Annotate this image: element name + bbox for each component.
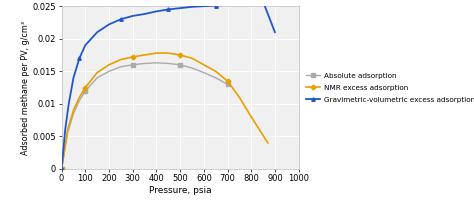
Line: Gravimetric-volumetric excess adsorption: Gravimetric-volumetric excess adsorption [60, 0, 277, 171]
NMR excess adsorption [71, 109, 76, 112]
Absolute adsorption [130, 63, 136, 66]
Gravimetric-volumetric excess adsorption [189, 6, 195, 8]
NMR excess adsorption [201, 63, 207, 66]
NMR excess adsorption [225, 80, 230, 82]
Gravimetric-volumetric excess adsorption [94, 31, 100, 33]
Gravimetric-volumetric excess adsorption [177, 7, 183, 9]
Gravimetric-volumetric excess adsorption [130, 15, 136, 17]
NMR excess adsorption [77, 96, 82, 98]
Gravimetric-volumetric excess adsorption [63, 129, 68, 131]
Gravimetric-volumetric excess adsorption [154, 10, 159, 13]
NMR excess adsorption [265, 142, 271, 144]
NMR excess adsorption [213, 70, 219, 73]
Gravimetric-volumetric excess adsorption [201, 5, 207, 7]
Line: Absolute adsorption: Absolute adsorption [60, 61, 229, 171]
NMR excess adsorption [142, 54, 147, 56]
NMR excess adsorption [64, 129, 70, 131]
Absolute adsorption [225, 83, 230, 85]
NMR excess adsorption [118, 58, 124, 61]
Gravimetric-volumetric excess adsorption [59, 168, 64, 170]
X-axis label: Pressure, psia: Pressure, psia [149, 186, 211, 195]
NMR excess adsorption [248, 116, 254, 118]
Gravimetric-volumetric excess adsorption [66, 103, 72, 105]
Absolute adsorption [177, 63, 183, 66]
Absolute adsorption [71, 112, 76, 115]
NMR excess adsorption [82, 86, 88, 89]
Absolute adsorption [189, 67, 195, 69]
Gravimetric-volumetric excess adsorption [237, 3, 242, 6]
Gravimetric-volumetric excess adsorption [142, 13, 147, 15]
NMR excess adsorption [165, 52, 171, 54]
NMR excess adsorption [237, 96, 242, 98]
Absolute adsorption [118, 66, 124, 68]
Absolute adsorption [77, 99, 82, 102]
Absolute adsorption [154, 62, 159, 64]
Gravimetric-volumetric excess adsorption [118, 18, 124, 20]
Gravimetric-volumetric excess adsorption [213, 4, 219, 7]
Absolute adsorption [106, 70, 112, 73]
NMR excess adsorption [154, 52, 159, 54]
NMR excess adsorption [106, 63, 112, 66]
NMR excess adsorption [189, 57, 195, 60]
Absolute adsorption [201, 71, 207, 74]
Absolute adsorption [94, 77, 100, 79]
Gravimetric-volumetric excess adsorption [248, 2, 254, 4]
Gravimetric-volumetric excess adsorption [260, 0, 266, 3]
Y-axis label: Adsorbed methane per PV, g/cm³: Adsorbed methane per PV, g/cm³ [21, 20, 30, 155]
NMR excess adsorption [130, 56, 136, 58]
Gravimetric-volumetric excess adsorption [165, 8, 171, 11]
Line: NMR excess adsorption: NMR excess adsorption [60, 51, 270, 171]
Absolute adsorption [59, 168, 64, 170]
NMR excess adsorption [177, 54, 183, 56]
Gravimetric-volumetric excess adsorption [272, 31, 278, 33]
Gravimetric-volumetric excess adsorption [77, 57, 82, 60]
Absolute adsorption [142, 62, 147, 65]
Gravimetric-volumetric excess adsorption [71, 77, 76, 79]
Legend: Absolute adsorption, NMR excess adsorption, Gravimetric-volumetric excess adsorp: Absolute adsorption, NMR excess adsorpti… [305, 71, 474, 104]
Gravimetric-volumetric excess adsorption [82, 44, 88, 47]
Absolute adsorption [165, 62, 171, 65]
Gravimetric-volumetric excess adsorption [225, 4, 230, 6]
Gravimetric-volumetric excess adsorption [106, 23, 112, 26]
NMR excess adsorption [94, 71, 100, 74]
NMR excess adsorption [59, 168, 64, 170]
Absolute adsorption [213, 77, 219, 79]
Absolute adsorption [82, 90, 88, 92]
Absolute adsorption [64, 132, 70, 134]
